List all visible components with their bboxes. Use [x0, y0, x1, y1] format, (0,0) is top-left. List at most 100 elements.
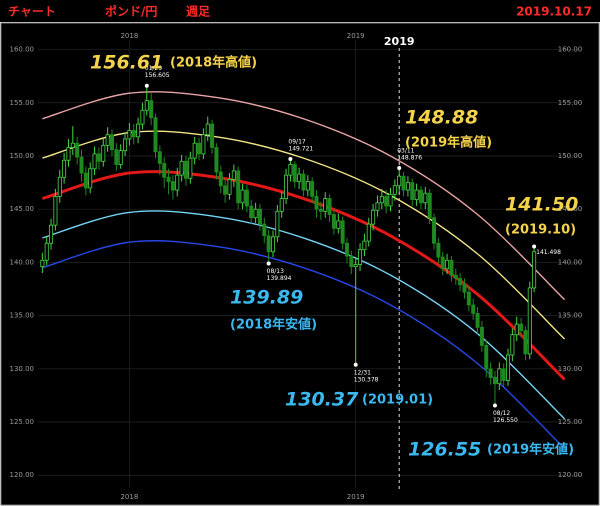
point-value: 141.498: [536, 249, 561, 256]
candle-body: [62, 159, 67, 178]
candle-body: [49, 224, 54, 244]
candle-body: [227, 179, 232, 195]
candle-body: [101, 144, 106, 162]
candle-body: [123, 138, 128, 152]
candle-body: [96, 153, 101, 162]
band-line: [42, 240, 566, 450]
candle-body: [301, 173, 306, 191]
candle-body: [201, 134, 206, 155]
candle-body: [162, 163, 167, 178]
candle-body: [432, 217, 437, 244]
y-tick-label-right: 130.00: [558, 365, 583, 373]
y-tick-label-right: 150.00: [558, 152, 583, 160]
candle-body: [262, 223, 267, 237]
candle-body: [484, 345, 489, 370]
annotation-note: (2019.10): [505, 223, 576, 238]
candle-body: [318, 208, 323, 212]
candle-body: [284, 174, 289, 199]
y-tick-label-right: 135.00: [558, 312, 583, 320]
candle-body: [458, 277, 463, 286]
y-tick-label-right: 140.00: [558, 258, 583, 266]
candle-body: [149, 100, 154, 119]
point-dot: [492, 403, 497, 408]
candle-body: [175, 174, 180, 191]
point-dot: [532, 244, 537, 249]
x-tick-label: 2018: [120, 32, 138, 40]
candle-body: [358, 249, 363, 265]
candle-body: [223, 185, 228, 195]
candle-body: [453, 274, 458, 279]
candle-body: [445, 259, 450, 270]
candle-body: [75, 142, 80, 158]
candle-body: [105, 134, 110, 146]
candle-body: [44, 242, 49, 261]
candle-body: [118, 150, 123, 165]
candle-body: [427, 192, 432, 219]
y-tick-label-right: 160.00: [558, 46, 583, 54]
chart-frame: [0, 22, 600, 506]
point-value: 139.894: [267, 275, 292, 282]
annotation-note: (2018年高値): [170, 55, 257, 71]
point-value: 149.721: [288, 145, 313, 152]
band-line: [41, 170, 566, 381]
point-dot: [266, 261, 271, 266]
candle-body: [327, 198, 332, 215]
annotation-value: 148.88: [405, 107, 478, 129]
annotation-note: (2019年高値): [405, 135, 492, 151]
candle-body: [523, 330, 528, 355]
candle-body: [410, 182, 415, 201]
header-pair: ポンド/円: [105, 4, 157, 19]
point-date: 01/29: [145, 65, 162, 72]
y-tick-label: 145.00: [10, 205, 35, 213]
y-tick-label: 140.00: [10, 258, 35, 266]
candle-body: [275, 210, 280, 238]
candle-body: [197, 142, 202, 155]
candle-body: [388, 193, 393, 207]
candle-body: [462, 284, 467, 293]
y-tick-label-right: 120.00: [558, 471, 583, 479]
point-date: 08/12: [493, 410, 510, 417]
annotation-note: (2019年安値): [487, 442, 574, 458]
candle-body: [397, 175, 402, 187]
candle-body: [436, 242, 441, 258]
candle-body: [288, 164, 293, 176]
candle-body: [297, 173, 302, 182]
candle-body: [214, 147, 219, 173]
x-tick-label: 2019: [347, 493, 365, 501]
candle-body: [310, 181, 315, 197]
header-date: 2019.10.17: [516, 5, 592, 19]
candle-body: [153, 117, 158, 153]
candle-body: [140, 109, 145, 125]
candle-body: [257, 208, 262, 225]
point-dot: [353, 362, 358, 367]
candle-body: [170, 181, 175, 191]
candle-body: [371, 209, 376, 225]
header-period: 週足: [186, 4, 210, 19]
candle-body: [83, 172, 88, 189]
candle-body: [218, 171, 223, 187]
candle-body: [501, 368, 506, 381]
candle-body: [375, 202, 380, 211]
y-tick-label-right: 145.00: [558, 205, 583, 213]
y-tick-label: 135.00: [10, 312, 35, 320]
y-tick-label-right: 155.00: [558, 99, 583, 107]
candle-body: [336, 220, 341, 229]
header-title: チャート: [8, 5, 56, 19]
candle-body: [40, 259, 45, 268]
marker-label: 2019: [384, 35, 415, 48]
x-tick-label: 2018: [120, 493, 138, 501]
annotation-note: (2019.01): [362, 393, 433, 408]
header-bar: [0, 0, 600, 22]
point-date: 08/13: [267, 268, 284, 275]
candle-body: [249, 205, 254, 219]
candle-body: [340, 220, 345, 244]
candle-body: [527, 287, 532, 355]
candle-body: [79, 156, 84, 174]
y-tick-label: 120.00: [10, 471, 35, 479]
candle-body: [244, 189, 249, 207]
annotation-note: (2018年安値): [230, 317, 317, 333]
annotation-value: 156.61: [90, 52, 163, 74]
candle-body: [231, 170, 236, 180]
candle-body: [514, 323, 519, 336]
